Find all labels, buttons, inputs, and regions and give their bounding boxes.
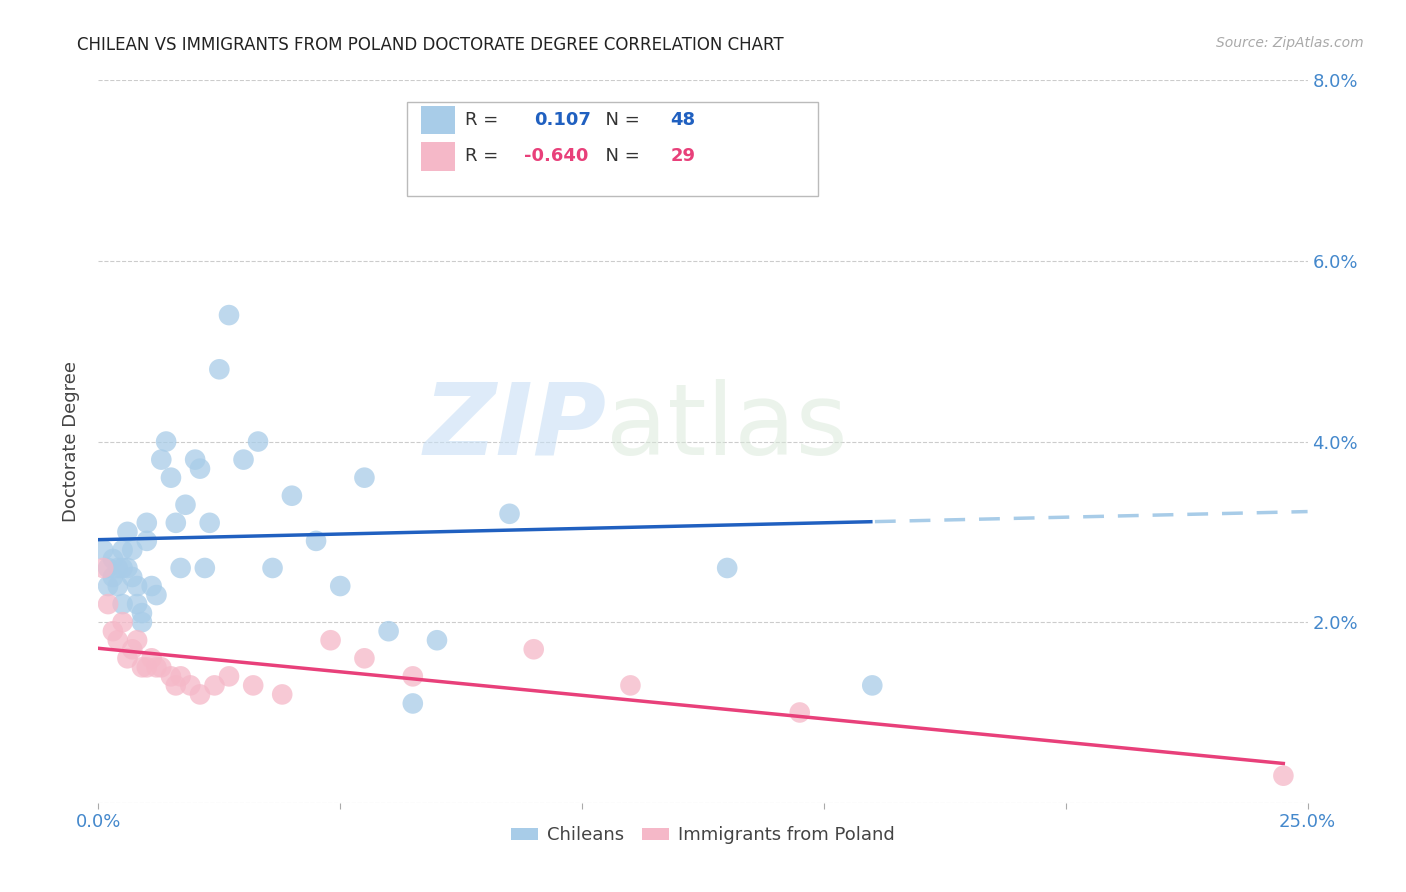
Point	[97, 561, 120, 575]
Text: 29: 29	[671, 147, 696, 165]
Point	[117, 561, 139, 575]
Point	[101, 570, 124, 584]
Point	[498, 507, 520, 521]
Point	[91, 542, 114, 557]
Point	[127, 579, 149, 593]
Point	[111, 615, 134, 630]
Point	[353, 471, 375, 485]
Text: N =: N =	[595, 147, 645, 165]
Text: R =: R =	[465, 147, 503, 165]
Point	[141, 651, 163, 665]
Point	[1272, 769, 1295, 783]
Point	[377, 624, 399, 639]
Point	[281, 489, 304, 503]
Point	[131, 606, 153, 620]
Point	[145, 660, 167, 674]
Point	[141, 579, 163, 593]
Point	[860, 678, 883, 692]
Point	[204, 678, 226, 692]
Point	[305, 533, 328, 548]
Point	[107, 633, 129, 648]
Point	[117, 524, 139, 539]
Point	[127, 597, 149, 611]
Text: 48: 48	[671, 111, 696, 129]
Point	[329, 579, 352, 593]
Point	[218, 669, 240, 683]
Point	[131, 660, 153, 674]
Point	[179, 678, 201, 692]
Point	[131, 615, 153, 630]
Point	[194, 561, 217, 575]
Point	[232, 452, 254, 467]
Point	[169, 561, 191, 575]
Text: 0.107: 0.107	[534, 111, 591, 129]
Point	[111, 542, 134, 557]
Text: Source: ZipAtlas.com: Source: ZipAtlas.com	[1216, 36, 1364, 50]
Text: ZIP: ZIP	[423, 378, 606, 475]
Point	[101, 624, 124, 639]
Point	[165, 516, 187, 530]
Point	[716, 561, 738, 575]
Point	[198, 516, 221, 530]
Point	[188, 461, 211, 475]
Point	[184, 452, 207, 467]
Point	[107, 579, 129, 593]
Point	[150, 452, 173, 467]
Text: N =: N =	[595, 111, 645, 129]
Point	[523, 642, 546, 657]
Point	[121, 542, 143, 557]
Point	[188, 687, 211, 701]
Text: atlas: atlas	[606, 378, 848, 475]
Point	[121, 570, 143, 584]
Point	[426, 633, 449, 648]
Point	[97, 579, 120, 593]
Text: CHILEAN VS IMMIGRANTS FROM POLAND DOCTORATE DEGREE CORRELATION CHART: CHILEAN VS IMMIGRANTS FROM POLAND DOCTOR…	[77, 36, 785, 54]
Point	[353, 651, 375, 665]
Point	[160, 669, 183, 683]
Y-axis label: Doctorate Degree: Doctorate Degree	[62, 361, 80, 522]
Point	[242, 678, 264, 692]
Point	[789, 706, 811, 720]
Point	[402, 697, 425, 711]
Point	[111, 561, 134, 575]
Point	[208, 362, 231, 376]
FancyBboxPatch shape	[422, 105, 456, 135]
Point	[135, 533, 157, 548]
Point	[150, 660, 173, 674]
Point	[117, 651, 139, 665]
FancyBboxPatch shape	[422, 142, 456, 170]
Text: R =: R =	[465, 111, 503, 129]
Point	[319, 633, 342, 648]
Point	[127, 633, 149, 648]
Point	[121, 642, 143, 657]
Point	[402, 669, 425, 683]
FancyBboxPatch shape	[406, 102, 818, 196]
Point	[571, 145, 593, 160]
Point	[101, 552, 124, 566]
Point	[160, 471, 183, 485]
Point	[619, 678, 641, 692]
Point	[169, 669, 191, 683]
Legend: Chileans, Immigrants from Poland: Chileans, Immigrants from Poland	[503, 819, 903, 852]
Text: -0.640: -0.640	[524, 147, 589, 165]
Point	[145, 588, 167, 602]
Point	[91, 561, 114, 575]
Point	[97, 597, 120, 611]
Point	[165, 678, 187, 692]
Point	[155, 434, 177, 449]
Point	[218, 308, 240, 322]
Point	[107, 561, 129, 575]
Point	[111, 597, 134, 611]
Point	[262, 561, 284, 575]
Point	[135, 660, 157, 674]
Point	[135, 516, 157, 530]
Point	[174, 498, 197, 512]
Point	[271, 687, 294, 701]
Point	[247, 434, 270, 449]
